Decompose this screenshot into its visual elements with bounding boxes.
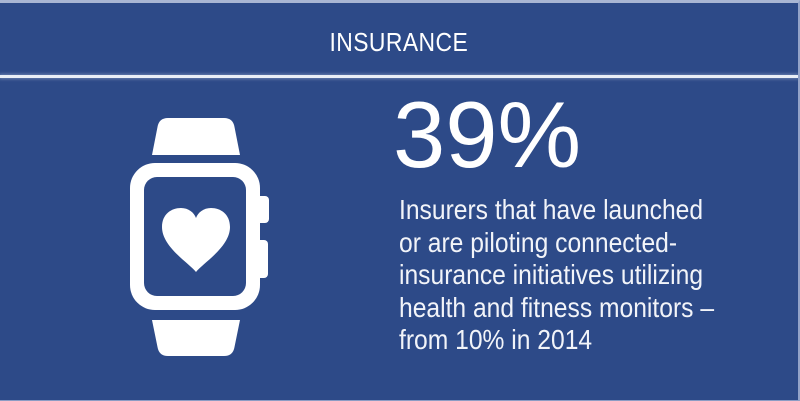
page-title: INSURANCE	[329, 26, 469, 57]
stat-description-line: or are piloting connected-	[399, 226, 678, 258]
watch-bottom-strap	[152, 320, 240, 356]
stat-description-line: Insurers that have launched	[399, 194, 704, 225]
stat-description: Insurers that have launched or are pilot…	[399, 194, 714, 357]
stat-value: 39%	[393, 82, 582, 187]
heart-icon	[162, 208, 230, 272]
watch-top-strap	[152, 118, 240, 155]
card-header: INSURANCE	[0, 3, 798, 75]
stat-description-line: insurance initiatives utilizing	[399, 259, 704, 290]
stat-description-line: from 10% in 2014	[399, 324, 593, 355]
header-divider	[0, 75, 798, 78]
smartwatch-heart-icon	[130, 118, 269, 356]
stat-description-line: health and fitness monitors –	[399, 291, 715, 323]
